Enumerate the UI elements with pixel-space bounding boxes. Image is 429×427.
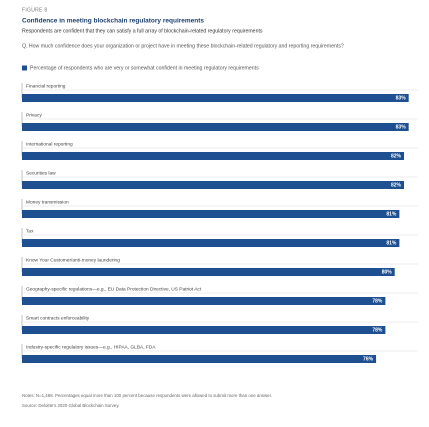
value-label: 83% bbox=[396, 96, 407, 102]
category-label: Geography-specific regulations—e.g., EU … bbox=[26, 286, 202, 292]
legend-swatch bbox=[22, 65, 27, 71]
category-label: Industry-specific regulatory issues—e.g.… bbox=[26, 344, 156, 350]
bar bbox=[22, 268, 395, 276]
subtitle: Respondents are confident that they can … bbox=[22, 28, 263, 34]
bar bbox=[22, 181, 405, 189]
value-label: 78% bbox=[372, 328, 383, 334]
category-label: Money transmission bbox=[26, 199, 69, 205]
bar bbox=[22, 355, 377, 363]
bar bbox=[22, 210, 400, 218]
bar bbox=[22, 123, 409, 131]
value-label: 78% bbox=[372, 299, 383, 305]
value-label: 76% bbox=[363, 357, 374, 363]
category-label: Tax bbox=[26, 228, 34, 234]
legend-label: Percentage of respondents who are very o… bbox=[30, 65, 259, 71]
question: Q. How much confidence does your organiz… bbox=[22, 43, 344, 49]
category-label: Financial reporting bbox=[26, 83, 66, 89]
bar bbox=[22, 297, 386, 305]
category-label: Smart contracts enforceability bbox=[26, 315, 90, 321]
bar bbox=[22, 152, 405, 160]
category-label: Securities law bbox=[26, 170, 56, 176]
bar bbox=[22, 239, 400, 247]
bar bbox=[22, 94, 409, 102]
value-label: 82% bbox=[391, 183, 402, 189]
source: Source: Deloitte's 2020 Global Blockchai… bbox=[22, 403, 119, 408]
bar bbox=[22, 326, 386, 334]
figure-label: FIGURE 8 bbox=[22, 7, 47, 13]
value-label: 81% bbox=[386, 241, 397, 247]
chart-title: Confidence in meeting blockchain regulat… bbox=[22, 18, 204, 25]
value-label: 81% bbox=[386, 212, 397, 218]
category-label: Privacy bbox=[26, 112, 42, 118]
category-label: International reporting bbox=[26, 141, 73, 147]
value-label: 82% bbox=[391, 154, 402, 160]
category-label: Know Your Customer/anti-money laundering bbox=[26, 257, 120, 263]
value-label: 83% bbox=[396, 125, 407, 131]
notes: Notes: N=1,488. Percentages equal more t… bbox=[22, 393, 272, 398]
value-label: 80% bbox=[382, 270, 393, 276]
